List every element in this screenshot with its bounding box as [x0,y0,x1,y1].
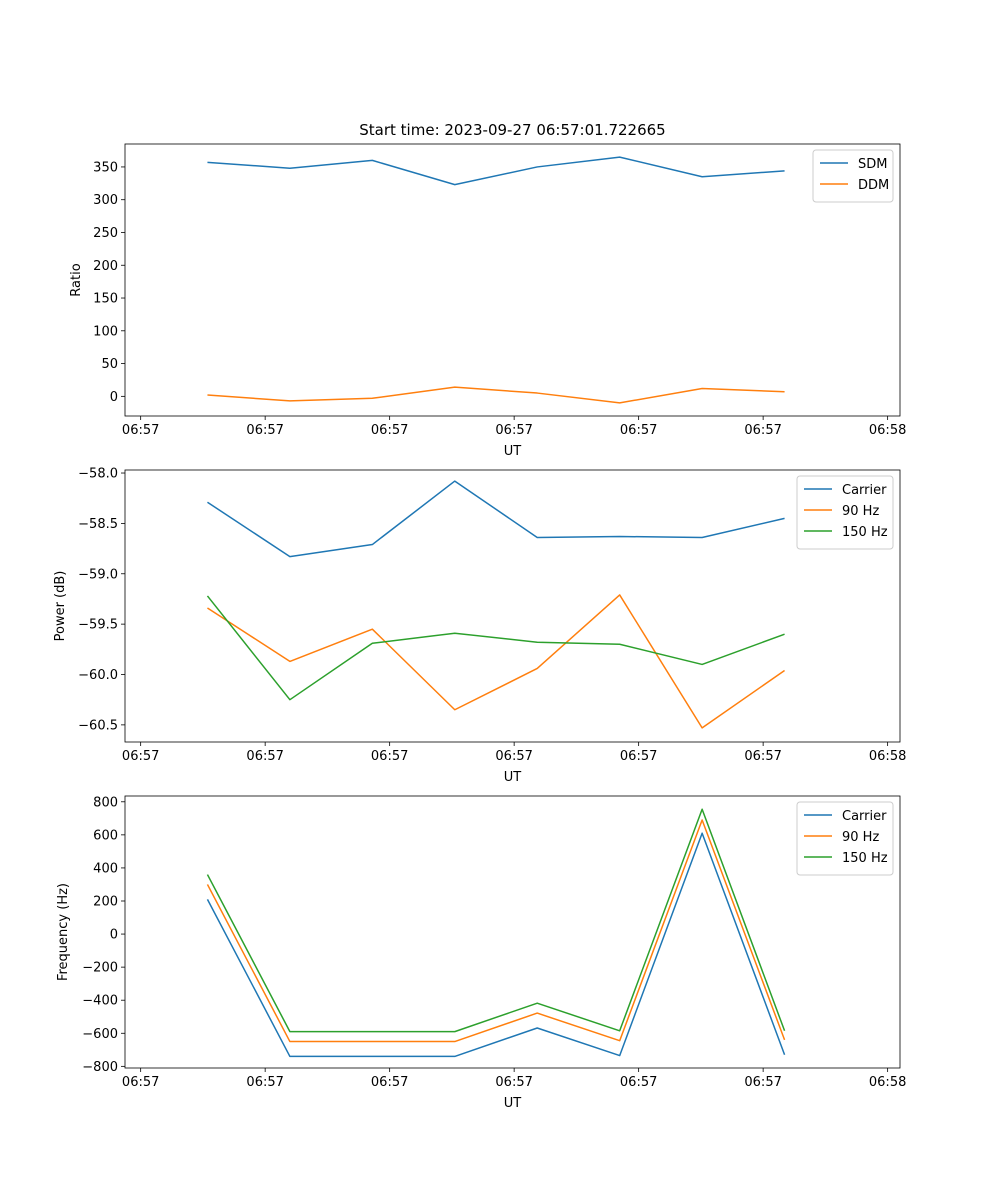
y-axis-label: Ratio [69,263,84,296]
series-line-90-hz [207,594,785,729]
subplot-3: 06:57 06:57 06:57 06:57 06:57 06:57 06:58 −800 −… [56,795,906,1111]
y-tick-label: 600 [93,828,118,843]
legend-entry: Carrier [842,483,887,498]
y-tick-label: −58.5 [78,517,118,532]
legend-entry: DDM [858,178,889,193]
y-tick-label: 150 [93,292,118,307]
x-tick-label: 06:57 [246,423,283,438]
y-axis-label: Power (dB) [53,571,68,642]
chart-title: Start time: 2023-09-27 06:57:01.722665 [359,121,665,139]
series-line-sdm [207,156,785,186]
x-tick-label: 06:57 [620,1075,657,1090]
y-tick-label: 300 [93,193,118,208]
legend: SDM DDM [812,149,894,203]
legend: Carrier 90 Hz 150 Hz [796,801,894,876]
y-tick-label: −400 [82,994,118,1009]
legend-entry: 150 Hz [842,525,888,540]
x-tick-label: 06:57 [744,749,781,764]
x-tick-label: 06:58 [869,1075,906,1090]
x-tick-label: 06:57 [620,749,657,764]
y-tick-label: 350 [93,160,118,175]
axes-frame [124,469,901,743]
legend-entry: 90 Hz [842,504,879,519]
x-tick-label: 06:57 [122,1075,159,1090]
axes-frame [124,143,901,417]
series-line-150-hz [206,808,786,1033]
y-tick-label: −59.5 [78,618,118,633]
x-tick-label: 06:57 [122,749,159,764]
legend-entry: 150 Hz [842,851,888,866]
x-tick-label: 06:57 [371,1075,408,1090]
y-tick-label: 100 [93,324,118,339]
series-line-carrier [207,480,785,558]
x-tick-label: 06:57 [246,749,283,764]
y-tick-label: 200 [93,894,118,909]
x-tick-label: 06:57 [744,423,781,438]
y-tick-label: −60.0 [78,668,118,683]
x-tick-label: 06:57 [495,1075,532,1090]
y-tick-label: −60.5 [78,718,118,733]
axes-frame [124,795,901,1069]
x-tick-label: 06:57 [246,1075,283,1090]
x-tick-label: 06:57 [371,749,408,764]
y-tick-label: 0 [110,390,118,405]
x-tick-label: 06:57 [495,749,532,764]
x-axis-label: UT [504,444,522,459]
series-line-150-hz [206,595,785,701]
x-tick-label: 06:57 [620,423,657,438]
y-tick-label: −58.0 [78,467,118,482]
series-line-carrier [206,832,786,1058]
y-tick-label: 800 [93,795,118,810]
legend-entry: 90 Hz [842,830,879,845]
y-tick-label: 400 [93,861,118,876]
x-tick-label: 06:57 [495,423,532,438]
x-axis-label: UT [504,770,522,785]
y-tick-label: 200 [93,259,118,274]
x-tick-label: 06:57 [744,1075,781,1090]
y-tick-label: −600 [82,1027,118,1042]
x-tick-label: 06:58 [869,749,906,764]
subplot-1: Start time: 2023-09-27 06:57:01.722665 06… [69,121,906,459]
x-axis-label: UT [504,1096,522,1111]
x-tick-label: 06:58 [869,423,906,438]
y-tick-label: 0 [110,928,118,943]
y-tick-label: −800 [82,1060,118,1075]
legend-entry: SDM [858,157,887,172]
y-tick-label: 50 [101,357,118,372]
subplot-2: 06:57 06:57 06:57 06:57 06:57 06:57 06:58 −60.5… [53,467,906,785]
legend-entry: Carrier [842,809,887,824]
legend: Carrier 90 Hz 150 Hz [796,475,894,550]
series-line-ddm [207,386,785,404]
y-tick-label: −200 [82,961,118,976]
y-tick-label: −59.0 [78,567,118,582]
y-tick-label: 250 [93,226,118,241]
y-axis-label: Frequency (Hz) [56,883,71,981]
series-line-90-hz [206,819,786,1043]
x-tick-label: 06:57 [122,423,159,438]
x-tick-label: 06:57 [371,423,408,438]
